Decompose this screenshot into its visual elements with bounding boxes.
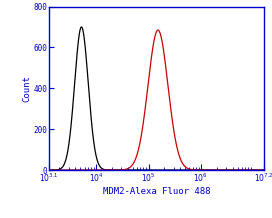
- X-axis label: MDM2-Alexa Fluor 488: MDM2-Alexa Fluor 488: [103, 187, 210, 196]
- Y-axis label: Count: Count: [22, 75, 31, 102]
